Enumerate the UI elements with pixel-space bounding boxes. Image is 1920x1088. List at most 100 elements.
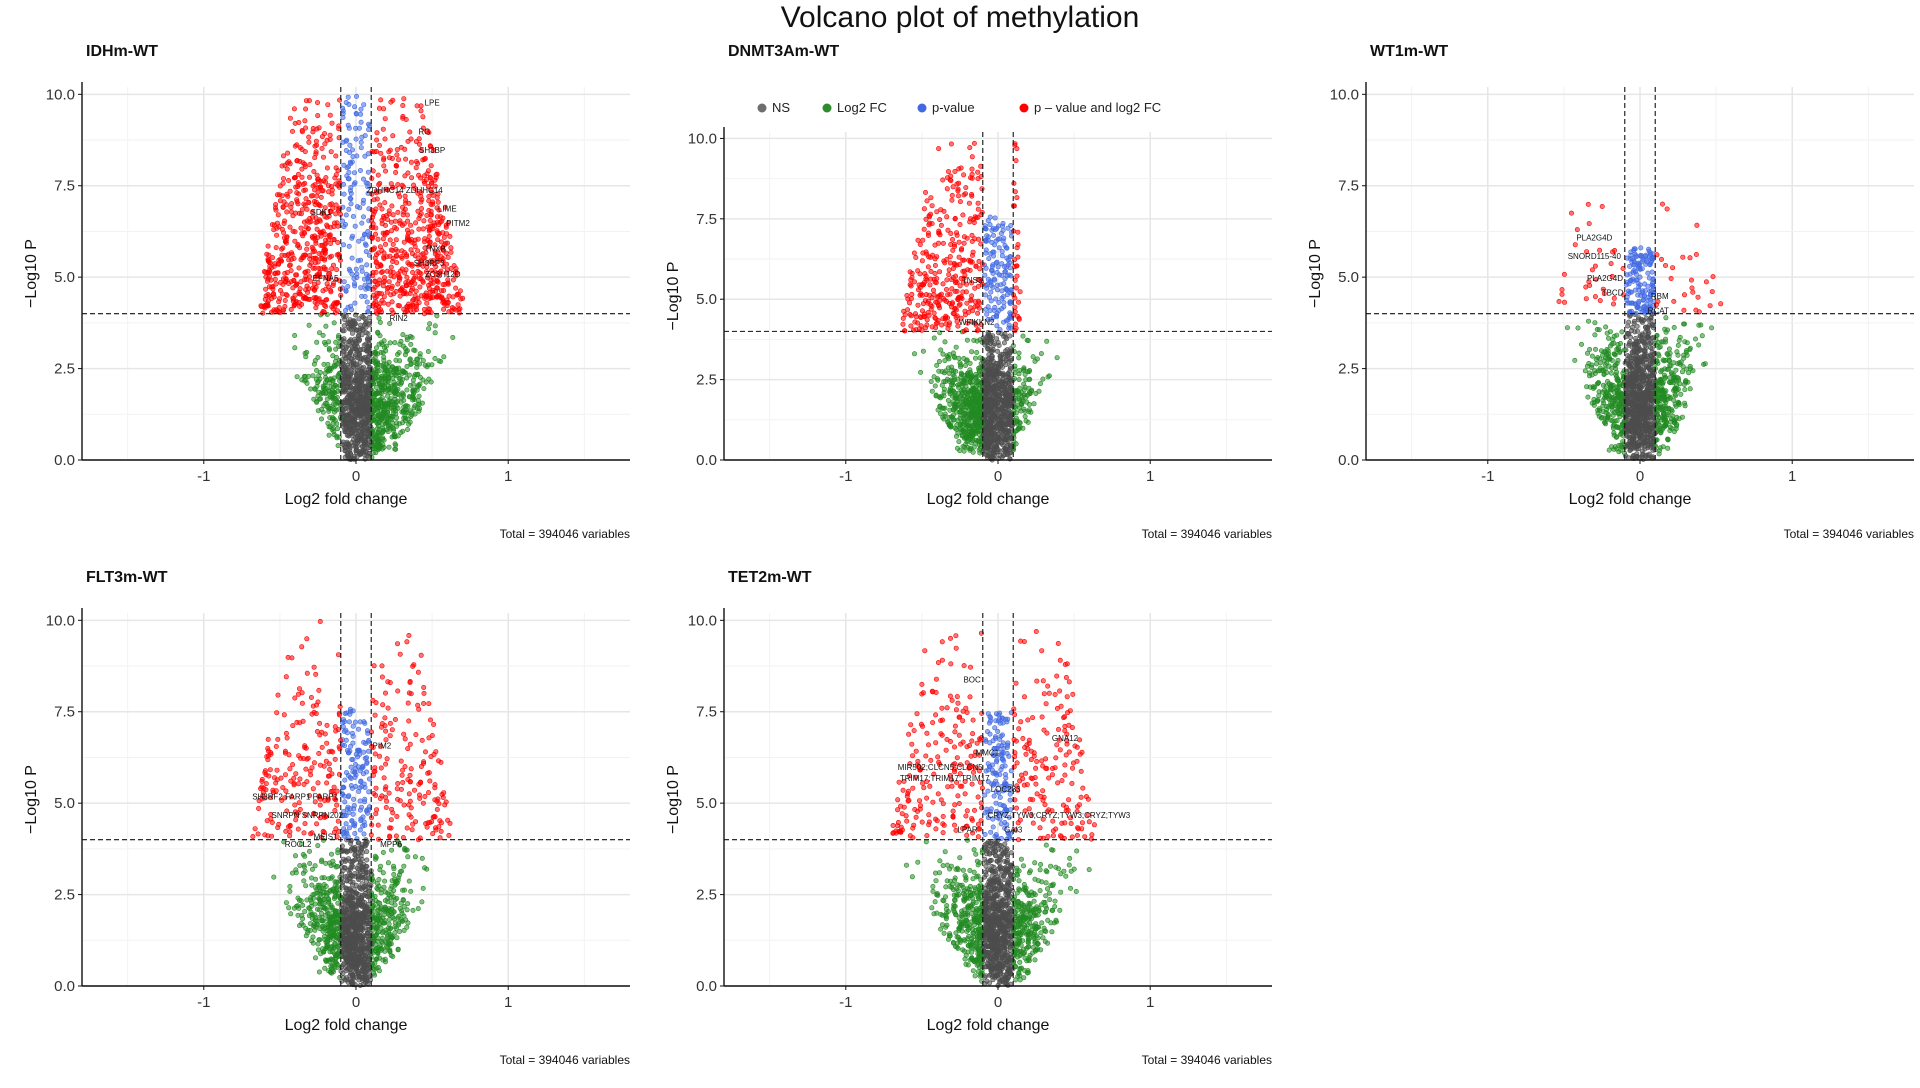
point-both [920,282,924,286]
point-p [361,177,365,181]
point-both [439,289,443,293]
point-fc [935,363,939,367]
point-fc [393,402,397,406]
point-p [360,221,364,225]
point-both [910,292,914,296]
point-ns [995,445,999,449]
point-ns [1002,433,1006,437]
gene-label: LPE [425,98,440,107]
point-both [970,253,974,257]
point-fc [375,421,379,425]
point-both [276,213,280,217]
point-both [409,160,413,164]
x-tick-label: 1 [504,468,512,485]
point-fc [940,383,944,387]
point-both [379,263,383,267]
point-ns [1009,437,1013,441]
point-fc [374,385,378,389]
point-p [995,270,999,274]
point-both [922,207,926,211]
point-both [957,240,961,244]
point-fc [402,416,406,420]
point-fc [380,342,384,346]
point-ns [984,409,988,413]
point-both [427,229,431,233]
point-fc [961,424,965,428]
point-both [318,230,322,234]
point-p [984,239,988,243]
point-both [333,176,337,180]
point-both [906,297,910,301]
point-p [997,246,1001,250]
point-both [298,287,302,291]
point-ns [360,421,364,425]
legend-swatch [823,104,832,113]
point-ns [991,343,995,347]
point-ns [341,411,345,415]
point-both [290,129,294,133]
point-both [390,300,394,304]
point-both [297,120,301,124]
point-both [314,150,318,154]
point-fc [323,375,327,379]
point-both [303,107,307,111]
point-both [306,269,310,273]
point-fc [387,425,391,429]
point-both [950,198,954,202]
point-fc [399,339,403,343]
point-ns [355,349,359,353]
point-both [428,175,432,179]
point-both [972,220,976,224]
point-fc [400,391,404,395]
point-ns [988,347,992,351]
point-both [966,310,970,314]
y-tick-label: 2.5 [54,361,75,378]
point-both [419,206,423,210]
point-fc [433,324,437,328]
point-both [305,242,309,246]
point-p [985,286,989,290]
point-ns [992,414,996,418]
point-both [288,263,292,267]
point-fc [392,367,396,371]
point-fc [1028,391,1032,395]
point-fc [949,415,953,419]
point-fc [387,399,391,403]
point-both [404,292,408,296]
point-fc [958,400,962,404]
point-ns [362,323,366,327]
gene-label: PITM2 [446,219,470,228]
point-ns [1008,383,1012,387]
point-both [909,324,913,328]
point-fc [932,375,936,379]
point-ns [1002,341,1006,345]
point-ns [346,442,350,446]
point-both [1015,264,1019,268]
point-both [396,158,400,162]
point-fc [295,375,299,379]
point-ns [358,364,362,368]
point-fc [316,409,320,413]
point-p [1000,307,1004,311]
point-both [277,193,281,197]
point-both [937,229,941,233]
point-both [380,218,384,222]
point-p [342,192,346,196]
point-both [320,189,324,193]
point-both [418,285,422,289]
point-fc [378,320,382,324]
point-both [293,211,297,215]
point-fc [957,439,961,443]
point-both [312,188,316,192]
point-fc [1672,325,1676,329]
point-both [305,247,309,251]
point-both [974,216,978,220]
point-both [270,255,274,259]
point-both [429,202,433,206]
point-both [276,262,280,266]
point-fc [379,415,383,419]
point-both [409,176,413,180]
